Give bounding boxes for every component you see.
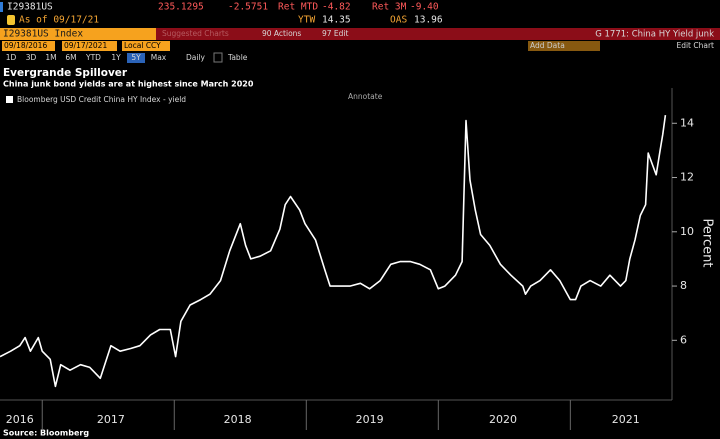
range-button[interactable]: 1D [6, 53, 17, 62]
x-tick-label: 2016 [6, 413, 34, 426]
add-data-box[interactable] [528, 41, 600, 51]
x-tick-label: 2019 [356, 413, 384, 426]
range-button[interactable]: 3D [26, 53, 37, 62]
ytw-label: YTW [298, 15, 315, 26]
x-tick-label: 2018 [224, 413, 252, 426]
range-button[interactable]: 1Y [111, 53, 121, 62]
y-tick-label: 12 [680, 171, 694, 184]
chart-title: Evergrande Spillover [3, 67, 128, 79]
frequency[interactable]: Daily [186, 53, 206, 62]
y-tick-label: 14 [680, 116, 694, 129]
price: 235.1295 [158, 2, 204, 13]
y-tick-label: 10 [680, 225, 694, 238]
currency-box[interactable] [122, 41, 170, 51]
source: Source: Bloomberg [3, 429, 89, 438]
range-button[interactable]: Max [151, 53, 167, 62]
y-tick-label: 6 [680, 333, 687, 346]
table-button[interactable]: Table [227, 53, 248, 62]
ticker-marker [0, 2, 3, 12]
start-date[interactable]: 09/18/2016 [4, 41, 47, 50]
command-bar [0, 28, 720, 40]
ticker: I29381US [7, 2, 53, 13]
oas: 13.96 [414, 15, 443, 26]
series-line [0, 114, 667, 388]
chart-subtitle: China junk bond yields are at highest si… [3, 80, 254, 89]
end-date[interactable]: 09/17/2021 [64, 41, 107, 50]
security[interactable]: I29381US Index [3, 29, 83, 40]
edit-chart[interactable]: Edit Chart [676, 41, 714, 50]
range-button[interactable]: 1M [45, 53, 56, 62]
oas-label: OAS [390, 15, 407, 26]
range-active [127, 53, 145, 63]
y-tick-label: 8 [680, 279, 687, 292]
security-box[interactable] [0, 28, 156, 40]
info-icon[interactable] [7, 15, 15, 25]
range-button[interactable]: 5Y [131, 53, 141, 62]
end-date-box[interactable] [62, 41, 117, 51]
chart-icon[interactable] [213, 52, 223, 63]
annotate-button[interactable]: Annotate [348, 92, 383, 101]
range-buttons: 1D 3D 1M 6M YTD 1Y 5Y Max [6, 53, 167, 63]
x-tick-label: 2017 [97, 413, 125, 426]
chart-name: G 1771: China HY Yield junk [595, 30, 714, 40]
x-tick-label: 2020 [489, 413, 517, 426]
actions-menu[interactable]: 90 Actions [262, 29, 301, 38]
edit-menu[interactable]: 97 Edit [322, 29, 349, 38]
legend-label: Bloomberg USD Credit China HY Index - yi… [17, 95, 186, 104]
ret-mtd-label: Ret MTD [278, 2, 318, 13]
ytw: 14.35 [322, 15, 351, 26]
suggested-charts[interactable]: Suggested Charts [162, 29, 229, 38]
y-axis-label: Percent [700, 219, 715, 268]
add-data[interactable]: Add Data [530, 41, 565, 50]
ret-mtd: -4.82 [322, 2, 351, 13]
change: -2.5751 [228, 2, 268, 13]
ret-3m-label: Ret 3M [372, 2, 407, 13]
range-button[interactable]: 6M [65, 53, 76, 62]
as-of: As of 09/17/21 [19, 15, 99, 26]
start-date-box[interactable] [2, 41, 55, 51]
range-button[interactable]: YTD [85, 53, 101, 62]
legend-swatch [6, 96, 13, 103]
ret-3m: -9.40 [410, 2, 439, 13]
x-tick-label: 2021 [612, 413, 640, 426]
currency[interactable]: Local CCY [124, 41, 161, 50]
